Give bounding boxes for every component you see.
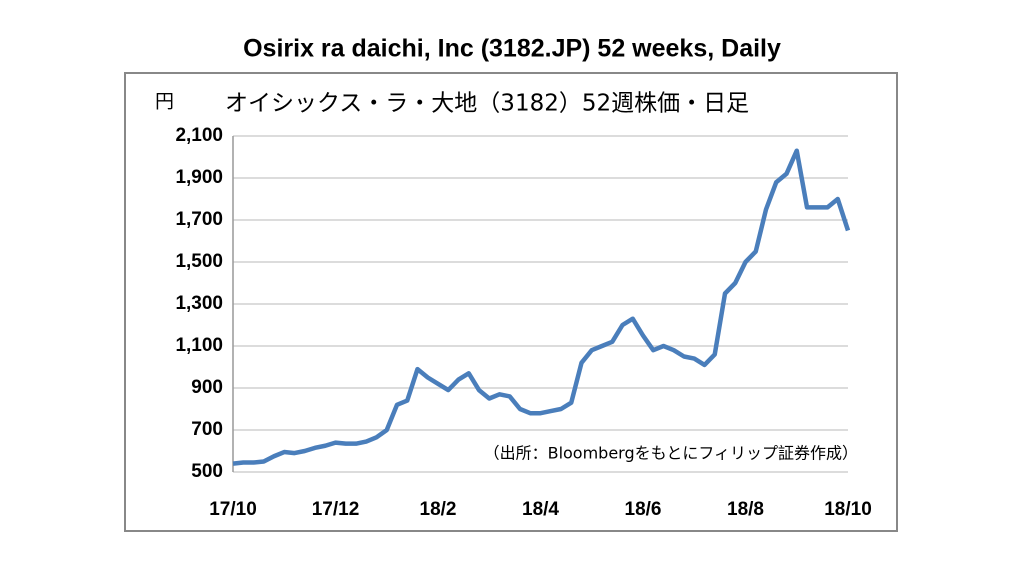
y-tick-label: 900 [191,377,223,398]
x-tick-label: 18/8 [727,499,764,520]
x-tick-label: 18/4 [522,499,559,520]
source-note: （出所：Bloombergをもとにフィリップ証券作成） [484,444,858,463]
chart-frame [124,72,898,532]
price-line [232,148,851,466]
y-tick-label: 500 [191,461,223,482]
x-tick-label: 17/10 [209,499,257,520]
x-tick-label: 17/12 [312,499,360,520]
y-tick-label: 2,100 [175,125,223,146]
chart-subtitle: オイシックス・ラ・大地（3182）52週株価・日足 [225,91,749,117]
chart-title: Osirix ra daichi, Inc (3182.JP) 52 weeks… [243,35,781,63]
y-unit: 円 [155,91,174,113]
x-tick-label: 18/2 [420,499,457,520]
y-tick-label: 700 [191,419,223,440]
x-tick-label: 18/6 [625,499,662,520]
y-tick-label: 1,500 [175,251,223,272]
y-tick-label: 1,300 [175,293,223,314]
y-tick-label: 1,900 [175,167,223,188]
y-tick-label: 1,100 [175,335,223,356]
y-tick-label: 1,700 [175,209,223,230]
x-tick-label: 18/10 [824,499,872,520]
